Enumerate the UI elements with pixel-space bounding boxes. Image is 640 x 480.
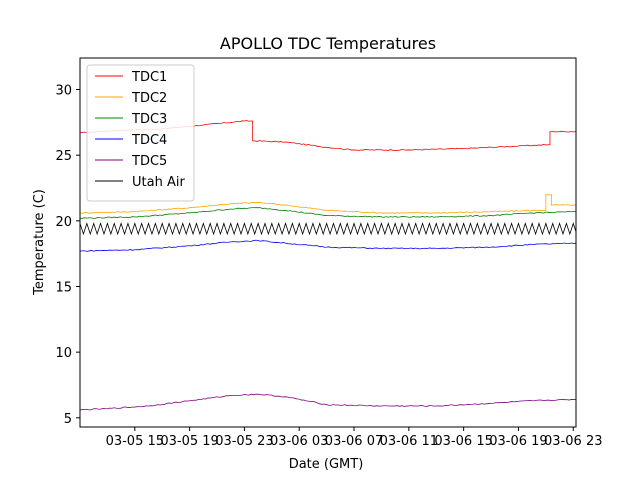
axes-frame bbox=[79, 57, 577, 428]
x-tick-label: 03-06 15 bbox=[434, 434, 492, 449]
x-tick-label: 03-05 23 bbox=[215, 434, 273, 449]
y-tick-label: 25 bbox=[55, 149, 72, 164]
y-axis-label: Temperature (C) bbox=[32, 189, 47, 296]
x-tick-label: 03-06 11 bbox=[380, 434, 438, 449]
x-tick-label: 03-06 23 bbox=[544, 434, 602, 449]
x-tick-label: 03-06 03 bbox=[270, 434, 328, 449]
y-tick-label: 5 bbox=[64, 412, 72, 427]
series-line-tdc4 bbox=[80, 239, 576, 252]
legend-entry-label: TDC5 bbox=[131, 154, 167, 169]
series-line-tdc2 bbox=[80, 194, 576, 214]
legend-entry-label: TDC4 bbox=[131, 133, 167, 148]
x-tick-label: 03-05 19 bbox=[160, 434, 218, 449]
y-tick-label: 30 bbox=[55, 84, 72, 99]
chart-title: APOLLO TDC Temperatures bbox=[220, 34, 436, 53]
y-tick-label: 20 bbox=[55, 215, 72, 230]
y-tick-label: 15 bbox=[55, 280, 72, 295]
x-axis-label: Date (GMT) bbox=[289, 457, 364, 472]
legend-entry-label: Utah Air bbox=[132, 175, 185, 190]
legend: TDC1 TDC2 TDC3 TDC4 TDC5 Utah Air bbox=[86, 64, 195, 202]
legend-entry-label: TDC3 bbox=[131, 112, 167, 127]
legend-entry-label: TDC1 bbox=[131, 70, 167, 85]
x-tick-label: 03-05 15 bbox=[106, 434, 164, 449]
series-line-tdc5 bbox=[80, 393, 576, 411]
y-tick-label: 10 bbox=[55, 346, 72, 361]
legend-entry-label: TDC2 bbox=[131, 91, 167, 106]
legend-box bbox=[86, 64, 195, 202]
series-line-utah-air bbox=[80, 222, 576, 236]
x-tick-label: 03-06 19 bbox=[489, 434, 547, 449]
series-line-tdc3 bbox=[80, 207, 576, 219]
x-tick-label: 03-06 07 bbox=[325, 434, 383, 449]
